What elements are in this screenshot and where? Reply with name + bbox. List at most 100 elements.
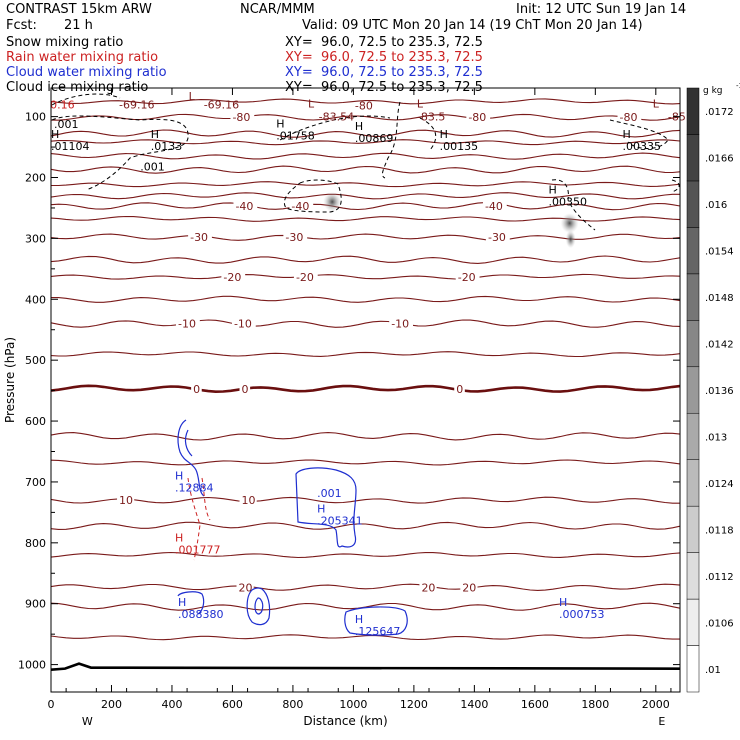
colorbar-swatch (686, 273, 700, 321)
colorbar-swatch (686, 134, 700, 182)
valid-time: Valid: 09 UTC Mon 20 Jan 14 (19 ChT Mon … (302, 18, 643, 33)
high-marker: H (559, 596, 567, 609)
isotherm-line (50, 602, 681, 611)
colorbar-swatch (686, 227, 700, 275)
isotherm-line (50, 319, 681, 328)
cloud-water-contour (295, 467, 357, 548)
isotherm-label-bg (176, 317, 200, 330)
colorbar-tick-label: .01 (705, 665, 721, 676)
y-tick-label: 400 (25, 293, 46, 306)
snow-contour (279, 115, 391, 141)
isotherm-line (50, 551, 681, 559)
colorbar-tick-label: .0124 (705, 479, 734, 490)
field-rain-name: Rain water mixing ratio (6, 50, 159, 65)
isotherm-label-bg (283, 231, 308, 244)
isotherm-label-bg (454, 382, 465, 395)
rain-contour (201, 477, 211, 521)
x-tick-label: 400 (161, 698, 182, 711)
isotherm-label-bg (466, 111, 491, 124)
snow-contour (283, 179, 342, 213)
isotherm-label-bg (617, 111, 642, 124)
isotherm-label: -20 (458, 271, 476, 284)
isotherm-line (50, 634, 680, 641)
west-label: W (82, 715, 93, 728)
isotherm-label: 10 (119, 494, 133, 507)
upper-value-label: -83.54 (319, 111, 354, 124)
snow-contour (381, 101, 401, 179)
isotherm-line (50, 496, 680, 504)
isotherm-label-bg (460, 581, 478, 594)
x-tick-label: 200 (101, 698, 122, 711)
isotherm-line (50, 521, 681, 530)
isotherm-label-bg (188, 231, 212, 244)
isotherm-label: -40 (235, 200, 253, 213)
extreme-value-label: .001777 (175, 544, 221, 557)
isotherm-label: -30 (285, 231, 303, 244)
isotherm-label: -30 (488, 231, 506, 244)
isotherm-label: -80 (620, 111, 638, 124)
high-marker: H (355, 613, 363, 626)
colorbar-tick-label: .013 (705, 432, 727, 443)
isotherm-label: -20 (296, 271, 314, 284)
high-marker: H (355, 120, 363, 133)
isotherm-label-bg (231, 317, 256, 330)
isotherm-label: -40 (485, 200, 503, 213)
ice-shade-blob (560, 213, 579, 234)
cloud-water-contour (184, 429, 193, 457)
colorbar-tick-label: .0136 (705, 386, 734, 397)
isotherm-label-bg (293, 270, 318, 283)
snow-contours (51, 93, 680, 231)
isotherm-label: 0 (456, 383, 463, 396)
isotherm-label-bg (117, 494, 135, 507)
isotherm-line (50, 202, 681, 211)
isotherm-label-bg (239, 494, 257, 507)
x-tick-label: 1600 (521, 698, 549, 711)
isotherm-label: 20 (421, 581, 435, 594)
upper-value-label: -69.16 (204, 98, 239, 111)
colorbar-tick-label: .0172 (705, 107, 734, 118)
low-marker: L (417, 97, 424, 110)
isotherm-label-bg (485, 231, 510, 244)
isotherm-label: -80 (232, 111, 250, 124)
isotherm-line (50, 351, 681, 358)
contour-value-label: .001 (140, 161, 165, 174)
x-tick-label: 1800 (581, 698, 609, 711)
y-axis-title: Pressure (hPa) (3, 337, 17, 423)
colorbar-swatch (686, 598, 700, 646)
colorbar-tick-label: .0166 (705, 154, 734, 165)
extreme-value-label: .205341 (317, 514, 363, 527)
isotherm-label-bg (221, 270, 246, 283)
colorbar: .01 .0106 .0112 .0118 .0124 .013 .0136 .0142 .01… (686, 82, 740, 693)
colorbar-tick-label: .0118 (705, 525, 734, 536)
y-tick-label: 700 (25, 476, 46, 489)
snow-contour (51, 93, 121, 106)
x-tick-label: 1000 (339, 698, 367, 711)
isotherm-line (51, 295, 681, 303)
y-tick-label: 1000 (18, 659, 46, 672)
isotherm-line (50, 273, 681, 280)
isotherm-line (50, 152, 681, 160)
isotherm-label: -30 (190, 231, 208, 244)
x-tick-label: 1200 (400, 698, 428, 711)
extreme-value-label: .01758 (276, 130, 315, 143)
y-tick-label: 600 (25, 415, 46, 428)
colorbar-swatch (686, 180, 700, 228)
field-cloud-water-xy: XY= 96.0, 72.5 to 235.3, 72.5 (285, 65, 483, 80)
isotherm-line (50, 192, 680, 200)
temperature-isotherms: -80 -80 -80 -40 -40 -40 -30 -30 -30 -20 -20 -20 -10 -… (50, 98, 681, 671)
isotherm-label: 20 (238, 581, 252, 594)
isotherm-line (50, 113, 681, 121)
fcst-value: 21 h (64, 18, 93, 33)
snow-contour (419, 117, 437, 151)
extreme-value-label: .000753 (559, 608, 605, 621)
x-tick-label: 0 (48, 698, 55, 711)
low-marker: L (653, 97, 660, 110)
contour-value-label: .001 (54, 118, 79, 131)
high-marker: H (151, 128, 159, 141)
high-marker: H (317, 502, 325, 515)
isotherm-label: 10 (242, 494, 256, 507)
y-tick-label: 500 (25, 354, 46, 367)
colorbar-swatch (686, 366, 700, 414)
